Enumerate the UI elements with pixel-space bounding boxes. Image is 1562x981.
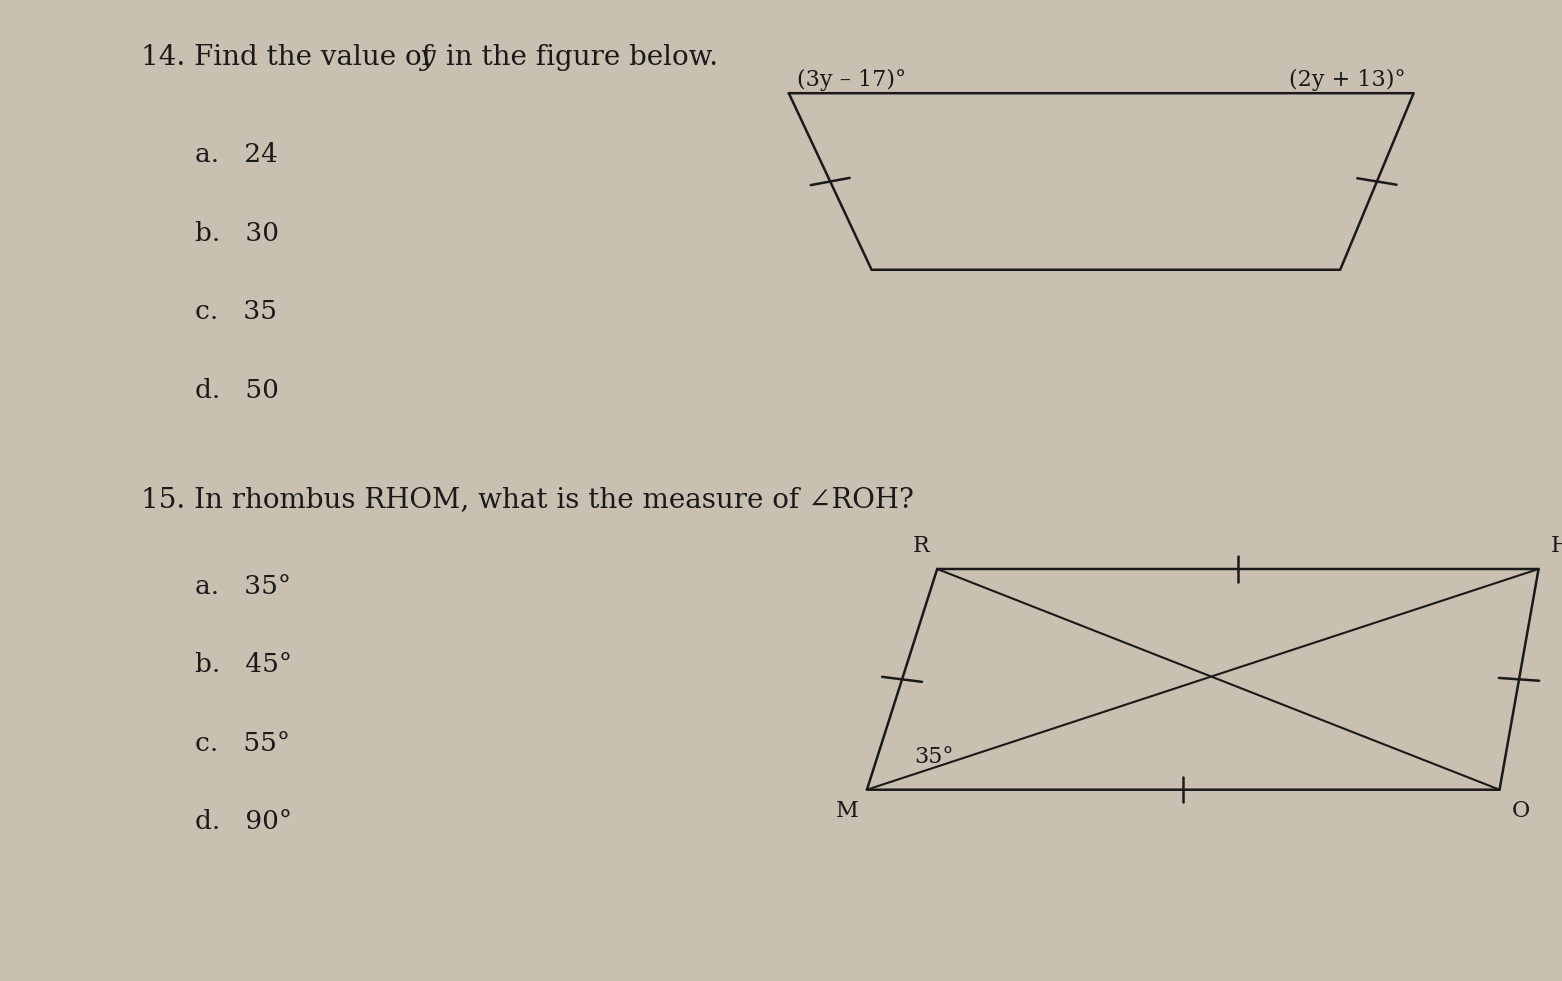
Text: O: O xyxy=(1512,800,1531,821)
Text: d.   90°: d. 90° xyxy=(195,809,292,834)
Text: H: H xyxy=(1551,536,1562,557)
Text: b.   45°: b. 45° xyxy=(195,652,292,677)
Text: R: R xyxy=(912,536,929,557)
Text: (2y + 13)°: (2y + 13)° xyxy=(1289,69,1406,91)
Text: c.   35: c. 35 xyxy=(195,299,276,324)
Text: d.   50: d. 50 xyxy=(195,378,280,402)
Text: 15. In rhombus RHOM, what is the measure of ∠ROH?: 15. In rhombus RHOM, what is the measure… xyxy=(141,486,914,513)
Text: (3y – 17)°: (3y – 17)° xyxy=(797,69,906,91)
Text: 14. Find the value of: 14. Find the value of xyxy=(141,44,440,72)
Text: y: y xyxy=(419,44,434,72)
Text: b.   30: b. 30 xyxy=(195,221,280,245)
Text: a.   24: a. 24 xyxy=(195,142,278,167)
Text: a.   35°: a. 35° xyxy=(195,574,291,598)
Text: M: M xyxy=(836,800,859,821)
Text: in the figure below.: in the figure below. xyxy=(437,44,719,72)
Text: 35°: 35° xyxy=(914,747,953,768)
Text: c.   55°: c. 55° xyxy=(195,731,291,755)
